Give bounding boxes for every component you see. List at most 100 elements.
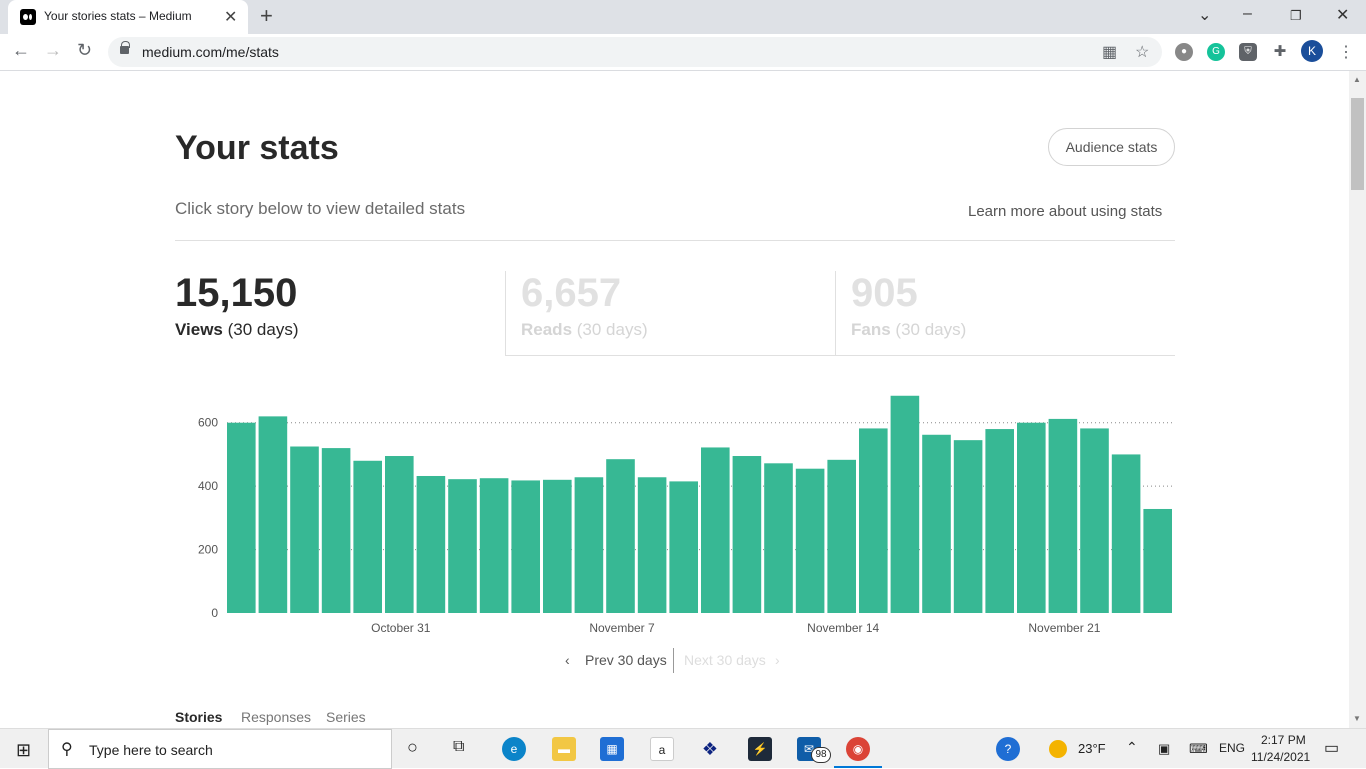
restore-icon[interactable]: ❐ — [1290, 8, 1302, 23]
browser-tab[interactable]: Your stories stats – Medium ✕ — [8, 0, 248, 34]
window-close-icon[interactable]: ✕ — [1336, 7, 1350, 24]
x-tick-label: October 31 — [371, 621, 431, 635]
chart-bar[interactable] — [1143, 508, 1172, 613]
next-30-days-button[interactable]: Next 30 days — [684, 652, 766, 668]
dropbox-icon[interactable]: ❖ — [701, 739, 719, 759]
views-stat-tab[interactable]: 15,150 Views (30 days) — [175, 271, 505, 356]
chart-bar[interactable] — [795, 468, 825, 613]
address-bar[interactable]: medium.com/me/stats ▦ ☆ — [108, 37, 1162, 67]
chart-bar[interactable] — [258, 416, 288, 613]
pager-divider — [673, 648, 674, 673]
minimize-icon[interactable]: – — [1243, 5, 1252, 22]
chart-bar[interactable] — [953, 440, 983, 613]
profile-avatar[interactable]: K — [1301, 40, 1323, 62]
shield-icon[interactable]: ⛨ — [1239, 43, 1257, 61]
chart-bar[interactable] — [227, 422, 256, 613]
lock-icon — [120, 41, 130, 54]
chevron-left-icon[interactable]: ‹ — [565, 652, 570, 668]
chart-bar[interactable] — [511, 480, 540, 613]
chart-bar[interactable] — [385, 456, 414, 613]
tray-chevron-icon[interactable]: ⌃ — [1126, 739, 1138, 755]
chart-bar[interactable] — [321, 448, 351, 613]
puzzle-extensions-icon[interactable]: ✚ — [1273, 43, 1287, 60]
divider — [175, 240, 1175, 241]
y-tick-label: 200 — [198, 543, 218, 557]
views-bar-chart: 0 200 400 600 October 31 November 7 November 1… — [198, 395, 1175, 635]
tab-series[interactable]: Series — [326, 709, 366, 725]
chart-bar[interactable] — [669, 481, 698, 613]
url-text: medium.com/me/stats — [142, 44, 279, 60]
menu-kebab-icon[interactable]: ⋮ — [1338, 44, 1354, 61]
task-view-icon[interactable]: ⧉ — [453, 738, 465, 755]
close-tab-icon[interactable]: ✕ — [224, 9, 238, 26]
taskbar-search[interactable]: ⚲ Type here to search — [48, 729, 392, 769]
chevron-right-icon[interactable]: › — [775, 652, 780, 668]
prev-30-days-button[interactable]: Prev 30 days — [585, 652, 667, 668]
chart-bar[interactable] — [448, 479, 477, 613]
chart-bar[interactable] — [290, 446, 319, 614]
tab-search-icon[interactable]: ⌄ — [1198, 7, 1212, 24]
notifications-icon[interactable]: ▭ — [1324, 740, 1340, 757]
fans-stat-tab[interactable]: 905 Fans (30 days) — [835, 271, 1175, 356]
help-icon[interactable]: ? — [996, 737, 1020, 761]
weather-sun-icon[interactable] — [1049, 740, 1067, 758]
chart-bar[interactable] — [701, 447, 730, 613]
windows-start-icon[interactable]: ⊞ — [16, 740, 32, 760]
chart-bar[interactable] — [574, 477, 604, 613]
page-scrollbar[interactable]: ▲ ▼ — [1349, 71, 1366, 728]
tab-responses[interactable]: Responses — [241, 709, 312, 725]
chrome-icon[interactable]: ◉ — [846, 737, 870, 761]
scroll-down-icon[interactable]: ▼ — [1353, 714, 1361, 723]
taskbar-search-placeholder: Type here to search — [89, 742, 213, 758]
grammarly-icon[interactable]: G — [1207, 43, 1225, 61]
chart-bar[interactable] — [637, 477, 667, 613]
chart-bar[interactable] — [416, 475, 446, 613]
medium-favicon-icon — [20, 9, 36, 25]
chart-bar[interactable] — [353, 460, 382, 613]
reads-label: Reads — [521, 320, 573, 339]
reload-icon[interactable]: ↻ — [77, 40, 93, 60]
chart-bar[interactable] — [1048, 418, 1078, 613]
scroll-up-icon[interactable]: ▲ — [1353, 75, 1361, 84]
file-explorer-icon[interactable]: ▬ — [552, 737, 576, 761]
chart-bar[interactable] — [985, 429, 1014, 613]
chart-bar[interactable] — [732, 456, 762, 613]
chart-bar[interactable] — [764, 463, 793, 613]
bookmark-star-icon[interactable]: ☆ — [1135, 44, 1150, 61]
chart-bar[interactable] — [606, 459, 635, 613]
chart-bar[interactable] — [1080, 428, 1109, 613]
scroll-thumb[interactable] — [1351, 98, 1364, 190]
y-tick-label: 400 — [198, 479, 218, 493]
temperature[interactable]: 23°F — [1078, 741, 1106, 756]
chart-bar[interactable] — [922, 434, 951, 613]
amazon-icon[interactable]: a — [650, 737, 674, 761]
clock-time[interactable]: 2:17 PM — [1261, 733, 1306, 747]
back-icon[interactable]: ← — [12, 40, 30, 60]
edge-icon[interactable]: e — [502, 737, 526, 761]
cortana-icon[interactable]: ○ — [407, 737, 418, 757]
views-value: 15,150 — [175, 271, 298, 315]
chart-bar[interactable] — [479, 478, 509, 613]
audience-stats-button[interactable]: Audience stats — [1048, 128, 1175, 166]
page-title: Your stats — [175, 129, 339, 167]
tab-stories[interactable]: Stories — [175, 709, 223, 725]
app-icon[interactable]: ⚡ — [748, 737, 772, 761]
extension-icon[interactable]: ● — [1175, 43, 1193, 61]
new-tab-icon[interactable]: + — [260, 3, 273, 28]
qr-code-icon[interactable]: ▦ — [1102, 44, 1118, 61]
clock-date[interactable]: 11/24/2021 — [1251, 750, 1311, 764]
chart-bar[interactable] — [1017, 422, 1046, 613]
chart-bar[interactable] — [1111, 454, 1141, 613]
chart-bar[interactable] — [890, 395, 920, 613]
network-icon[interactable]: ⌨ — [1189, 741, 1208, 756]
forward-icon[interactable]: → — [44, 40, 62, 60]
chart-bar[interactable] — [859, 428, 888, 613]
chart-bar[interactable] — [827, 459, 856, 613]
learn-more-link[interactable]: Learn more about using stats — [968, 203, 1163, 220]
meet-now-icon[interactable]: ▣ — [1158, 741, 1171, 756]
store-icon[interactable]: ▦ — [600, 737, 624, 761]
language-indicator[interactable]: ENG — [1219, 741, 1246, 755]
chart-bar[interactable] — [543, 479, 572, 613]
reads-stat-tab[interactable]: 6,657 Reads (30 days) — [505, 271, 835, 356]
mail-badge: 98 — [811, 747, 831, 763]
